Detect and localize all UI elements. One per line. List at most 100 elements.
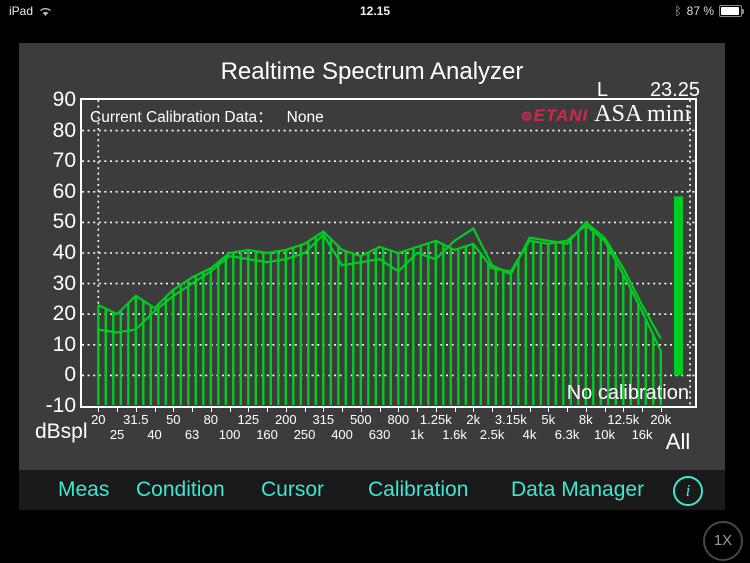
x-tick: [585, 408, 587, 412]
x-tick-label: 8k: [578, 412, 593, 427]
x-tick: [98, 408, 100, 412]
x-tick: [323, 408, 325, 412]
x-tick-label: 160: [256, 427, 278, 442]
status-time: 12.15: [359, 4, 391, 18]
x-tick-label: 250: [293, 427, 316, 442]
y-tick-label: 30: [52, 271, 76, 295]
all-band-label: All: [665, 429, 691, 454]
y-tick-label: 0: [64, 363, 76, 387]
x-tick-label: 31.5: [123, 412, 149, 427]
brand-name: ETANI: [533, 106, 589, 125]
x-tick: [285, 408, 287, 412]
x-tick-label: 2.5k: [479, 427, 505, 442]
battery-percent: 87 %: [686, 4, 714, 18]
brand-logo: ⚙ETANI ASA mini: [521, 101, 691, 128]
x-tick-label: 500: [349, 412, 372, 427]
x-tick-label: 25: [109, 427, 125, 442]
x-tick-label: 12.5k: [607, 412, 640, 427]
bluetooth-icon: ᛒ: [674, 4, 682, 18]
x-tick: [492, 408, 494, 412]
x-tick-label: 800: [387, 412, 410, 427]
spectrum-chart: Current Calibration Data： None ⚙ETANI ASA…: [80, 98, 697, 408]
channel-label: L: [596, 79, 608, 101]
y-tick-label: 60: [52, 179, 76, 203]
x-tick: [567, 408, 569, 412]
x-tick-label: 50: [166, 412, 181, 427]
y-tick-label: 40: [52, 241, 76, 264]
wifi-icon: [40, 7, 51, 16]
x-tick-label: 10k: [594, 427, 616, 442]
x-tick: [623, 408, 625, 412]
x-tick: [379, 408, 381, 412]
x-tick: [473, 408, 475, 412]
x-tick: [510, 408, 512, 412]
x-tick: [248, 408, 250, 412]
x-tick: [548, 408, 550, 412]
x-tick-label: 63: [184, 427, 200, 442]
bottom-toolbar: Meas Condition Cursor Calibration Data Manag…: [19, 470, 725, 510]
x-tick-label: 40: [147, 427, 162, 442]
x-tick-label: 20: [91, 412, 106, 427]
x-tick: [360, 408, 362, 412]
x-tick: [417, 408, 419, 412]
status-bar: iPad 12.15 ᛒ 87 %: [0, 0, 750, 24]
x-tick-label: 80: [203, 412, 219, 427]
y-tick-label: 20: [52, 302, 76, 326]
x-tick-label: 6.3k: [554, 427, 580, 442]
info-button[interactable]: i: [673, 476, 703, 506]
y-tick-label: 50: [52, 210, 76, 234]
x-tick-label: 2k: [466, 412, 481, 427]
device-name: iPad: [9, 4, 34, 18]
gear-icon: ⚙: [520, 109, 534, 124]
x-tick-label: 315: [312, 412, 335, 427]
toolbar-button-meas[interactable]: Meas: [58, 478, 110, 501]
x-tick: [435, 408, 437, 412]
x-tick: [660, 408, 662, 412]
y-tick-label: 70: [52, 149, 76, 173]
x-tick-label: 400: [331, 427, 353, 442]
x-tick-label: 5k: [541, 412, 556, 427]
calibration-label: Current Calibration Data：: [90, 109, 273, 126]
toolbar-button-condition[interactable]: Condition: [136, 478, 225, 501]
app-panel: Realtime Spectrum Analyzer L 23.25 Curre…: [19, 43, 725, 510]
x-tick-label: 1k: [410, 427, 424, 442]
y-tick-label: 80: [52, 118, 76, 142]
product-name: ASA mini: [594, 101, 691, 127]
page-title: Realtime Spectrum Analyzer: [220, 58, 524, 85]
toolbar-button-calibration[interactable]: Calibration: [368, 478, 469, 501]
x-tick: [642, 408, 644, 412]
x-tick: [117, 408, 119, 412]
no-calibration-note: No calibration: [566, 382, 689, 404]
x-tick: [229, 408, 231, 412]
x-tick: [604, 408, 606, 412]
toolbar-button-data-manager[interactable]: Data Manager: [511, 478, 645, 501]
x-tick: [304, 408, 306, 412]
battery-icon: [719, 5, 744, 17]
x-tick-label: 1.25k: [419, 412, 452, 427]
x-axis: 20 25 31.5 40 50 63 80 100 125 160 200 250 315 400 500…: [82, 408, 722, 493]
x-tick-label: 630: [368, 427, 391, 442]
y-axis-unit: dBspl: [35, 420, 88, 443]
x-tick: [529, 408, 531, 412]
x-tick-label: 16k: [631, 427, 653, 442]
x-tick-label: 4k: [522, 427, 537, 442]
zoom-scale-button[interactable]: 1X: [703, 521, 743, 561]
level-readout: L 23.25: [597, 79, 700, 102]
spectrum-plot: [82, 100, 695, 406]
x-tick: [192, 408, 194, 412]
calibration-value: None: [286, 109, 324, 126]
y-tick-label: 10: [52, 332, 76, 356]
x-tick: [154, 408, 156, 412]
x-tick-label: 20k: [650, 412, 672, 427]
x-tick: [398, 408, 400, 412]
x-tick: [210, 408, 212, 412]
calibration-status: Current Calibration Data： None: [90, 105, 324, 127]
x-tick: [454, 408, 456, 412]
x-tick: [173, 408, 175, 412]
x-tick-label: 200: [274, 412, 297, 427]
y-tick-label: -10: [45, 394, 76, 417]
y-tick-label: 90: [52, 88, 76, 111]
x-tick-label: 125: [237, 412, 260, 427]
x-tick: [135, 408, 137, 412]
toolbar-button-cursor[interactable]: Cursor: [261, 478, 325, 501]
